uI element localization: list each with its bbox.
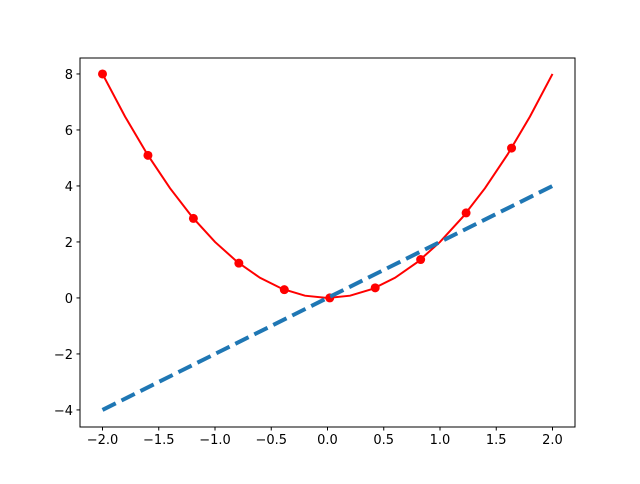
x-tick-label: 0.0 <box>317 433 338 448</box>
marker <box>507 143 517 153</box>
y-tick-label: 8 <box>65 68 73 83</box>
y-tick-label: −2 <box>54 348 73 363</box>
marker <box>98 69 107 79</box>
x-tick-label: −2.0 <box>87 433 119 448</box>
marker <box>279 285 289 295</box>
axes-frame <box>79 57 576 428</box>
x-tick-label: 1.0 <box>430 433 451 448</box>
y-tick-label: −4 <box>54 404 73 419</box>
series-line <box>101 73 554 299</box>
y-tick-label: 4 <box>65 180 73 195</box>
marker <box>461 208 471 218</box>
marker <box>143 150 153 160</box>
y-tick-label: 0 <box>65 292 73 307</box>
x-tick-label: −0.5 <box>255 433 287 448</box>
marker <box>188 213 198 223</box>
y-tick-label: 2 <box>65 236 73 251</box>
x-tick-label: 0.5 <box>373 433 394 448</box>
y-tick-label: 6 <box>65 124 73 139</box>
x-tick-label: −1.0 <box>199 433 231 448</box>
marker <box>416 255 426 265</box>
marker <box>370 283 380 293</box>
x-tick-label: −1.5 <box>143 433 175 448</box>
marker <box>234 258 244 268</box>
x-tick-label: 1.5 <box>486 433 507 448</box>
x-tick-label: 2.0 <box>542 433 563 448</box>
